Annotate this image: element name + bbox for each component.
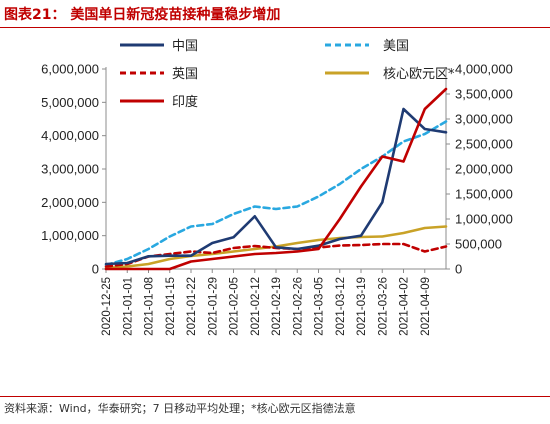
x-tick-label: 2021-04-02 (399, 277, 411, 336)
x-tick-label: 2021-02-19 (271, 277, 283, 336)
y-left-tick-label: 0 (92, 262, 99, 277)
series-line-2 (104, 120, 448, 267)
chart-axes: 0 1,000,000 2,000,000 3,000,000 4,000,000 5,0… (41, 62, 513, 336)
legend-label-2: 美国 (383, 39, 409, 54)
y-right-tick-label: 2,000,000 (455, 162, 513, 177)
source-divider (0, 396, 550, 397)
y-right-tick-label: 0 (455, 262, 462, 277)
x-tick-label: 2021-02-05 (229, 277, 241, 336)
legend-label-3: 英国 (172, 67, 198, 82)
x-tick-label: 2021-02-26 (292, 277, 304, 336)
y-left-tick-label: 2,000,000 (41, 195, 99, 210)
y-left-tick-label: 3,000,000 (41, 162, 99, 177)
legend-label-1: 中国 (172, 39, 198, 54)
y-right-tick-label: 500,000 (455, 237, 502, 252)
y-left-tick-label: 6,000,000 (41, 62, 99, 77)
x-tick-label: 2021-01-15 (165, 277, 177, 336)
y-right-tick-label: 1,000,000 (455, 212, 513, 227)
legend-label-5: 印度 (172, 94, 198, 110)
x-tick-label: 2021-02-12 (250, 277, 262, 336)
y-right-tick-label: 1,500,000 (455, 187, 513, 202)
y-right-tick-label: 4,000,000 (455, 62, 513, 77)
line-chart: 0 1,000,000 2,000,000 3,000,000 4,000,000 5,0… (41, 39, 513, 336)
y-left-tick-label: 4,000,000 (41, 128, 99, 143)
x-tick-label: 2021-04-09 (420, 277, 432, 336)
x-tick-label: 2021-03-05 (314, 277, 326, 336)
x-tick-label: 2021-01-22 (186, 277, 198, 336)
y-right-tick-label: 3,000,000 (455, 112, 513, 127)
x-tick-label: 2021-03-12 (335, 277, 347, 336)
y-right-tick-label: 2,500,000 (455, 137, 513, 152)
y-right-tick-label: 3,500,000 (455, 87, 513, 102)
x-tick-label: 2021-01-29 (207, 277, 219, 336)
series-line-1 (104, 107, 448, 266)
y-left-tick-label: 1,000,000 (41, 228, 99, 243)
title-divider (0, 27, 550, 28)
x-tick-label: 2021-03-26 (377, 277, 389, 336)
x-tick-label: 2020-12-25 (101, 277, 113, 336)
legend-label-4: 核心欧元区* (383, 67, 455, 82)
chart-series (104, 87, 448, 271)
x-tick-label: 2021-01-08 (144, 277, 156, 336)
source-note: 资料来源：Wind，华泰研究；7 日移动平均处理；*核心欧元区指德法意 (4, 402, 356, 415)
figure-title: 图表21： 美国单日新冠疫苗接种量稳步增加 (4, 7, 281, 23)
x-tick-label: 2021-03-19 (356, 277, 368, 336)
y-left-tick-label: 5,000,000 (41, 95, 99, 110)
series-line-5 (104, 87, 448, 271)
x-tick-label: 2021-01-01 (122, 277, 134, 336)
